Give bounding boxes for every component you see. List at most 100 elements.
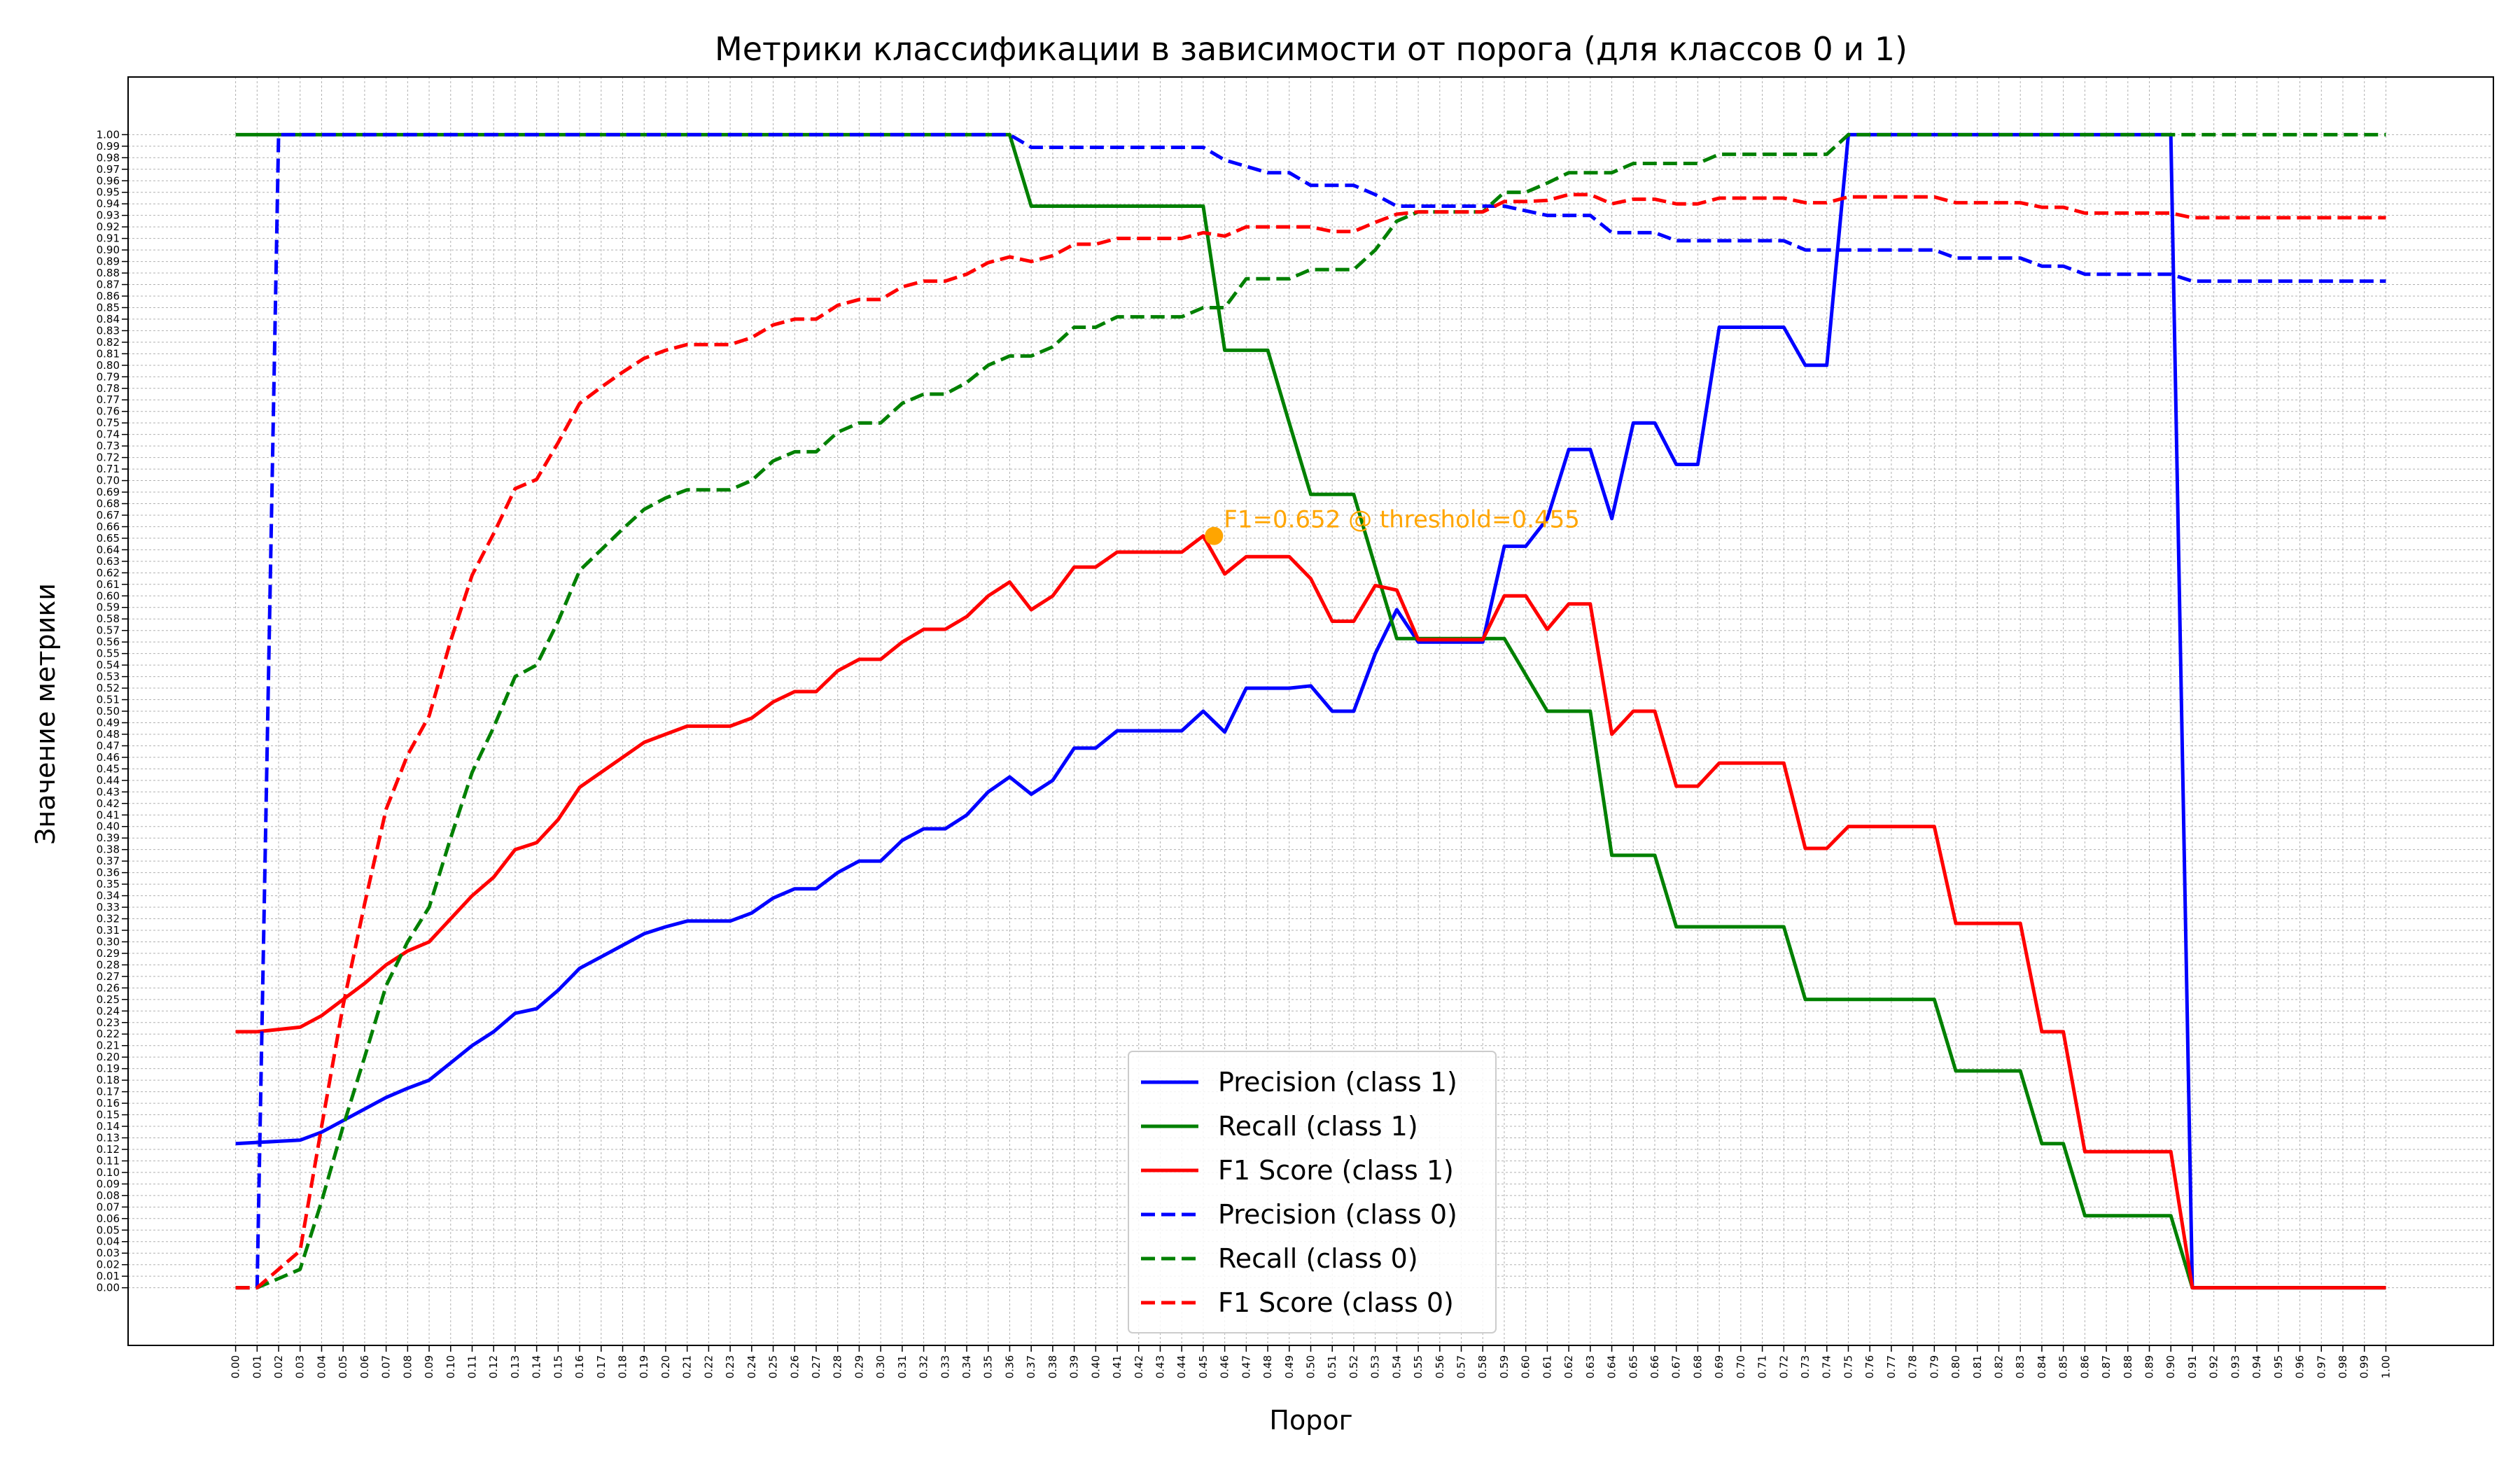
x-tick-label: 0.32 xyxy=(918,1355,930,1378)
x-tick-label: 0.45 xyxy=(1197,1355,1210,1378)
x-tick-label: 0.52 xyxy=(1348,1355,1360,1378)
y-tick-label: 0.83 xyxy=(97,324,120,337)
y-tick-label: 0.35 xyxy=(97,878,120,890)
x-tick-label: 0.67 xyxy=(1670,1355,1683,1378)
y-tick-label: 0.79 xyxy=(97,370,120,383)
series-line-5 xyxy=(235,132,2386,1290)
y-tick-label: 0.60 xyxy=(97,589,120,602)
legend-box xyxy=(1128,1051,1497,1334)
y-tick-label: 0.42 xyxy=(97,797,120,810)
x-tick-label: 0.28 xyxy=(832,1355,844,1378)
y-tick-label: 0.27 xyxy=(97,970,120,983)
x-tick-label: 0.46 xyxy=(1219,1355,1231,1378)
legend-label-4: Precision (class 0) xyxy=(1218,1199,1457,1230)
y-tick-label: 0.52 xyxy=(97,682,120,694)
y-tick-label: 0.43 xyxy=(97,785,120,798)
y-tick-label: 0.77 xyxy=(97,393,120,406)
y-tick-label: 0.31 xyxy=(97,924,120,937)
y-tick-label: 0.38 xyxy=(97,844,120,856)
x-tick-label: 0.54 xyxy=(1390,1355,1403,1378)
series-line-4 xyxy=(235,132,2386,1290)
y-tick-label: 0.46 xyxy=(97,751,120,764)
y-tick-label: 0.28 xyxy=(97,958,120,971)
x-tick-label: 0.70 xyxy=(1735,1355,1747,1378)
x-tick-label: 0.60 xyxy=(1520,1355,1532,1378)
y-tick-label: 0.94 xyxy=(97,197,120,210)
x-tick-label: 0.64 xyxy=(1606,1355,1618,1378)
y-tick-label: 0.08 xyxy=(97,1189,120,1202)
x-tick-label: 0.34 xyxy=(960,1355,973,1378)
x-tick-label: 0.35 xyxy=(982,1355,995,1378)
x-tick-label: 0.05 xyxy=(337,1355,349,1378)
y-tick-label: 0.63 xyxy=(97,555,120,568)
x-tick-label: 0.65 xyxy=(1627,1355,1639,1378)
y-tick-label: 0.88 xyxy=(97,267,120,279)
legend-label-1: Precision (class 1) xyxy=(1218,1067,1457,1098)
y-tick-label: 0.70 xyxy=(97,475,120,487)
x-tick-label: 0.91 xyxy=(2186,1355,2199,1378)
x-tick-label: 0.89 xyxy=(2143,1355,2156,1378)
x-tick-label: 0.50 xyxy=(1305,1355,1317,1378)
x-tick-label: 0.22 xyxy=(702,1355,715,1378)
x-tick-label: 0.96 xyxy=(2294,1355,2306,1378)
x-tick-label: 0.00 xyxy=(230,1355,242,1378)
x-tick-label: 0.82 xyxy=(1992,1355,2005,1378)
x-tick-label: 0.78 xyxy=(1907,1355,1919,1378)
y-tick-label: 0.44 xyxy=(97,774,120,787)
y-tick-label: 0.34 xyxy=(97,890,120,902)
x-tick-label: 0.92 xyxy=(2208,1355,2220,1378)
y-tick-label: 0.91 xyxy=(97,232,120,245)
x-tick-label: 0.53 xyxy=(1369,1355,1382,1378)
y-tick-label: 0.59 xyxy=(97,601,120,614)
y-tick-label: 0.36 xyxy=(97,867,120,879)
x-tick-label: 0.42 xyxy=(1133,1355,1145,1378)
x-tick-label: 0.62 xyxy=(1562,1355,1575,1378)
x-tick-label: 0.39 xyxy=(1068,1355,1081,1378)
y-tick-label: 0.17 xyxy=(97,1086,120,1098)
x-tick-label: 0.43 xyxy=(1154,1355,1166,1378)
y-tick-label: 0.14 xyxy=(97,1120,120,1133)
x-tick-label: 0.51 xyxy=(1326,1355,1338,1378)
y-tick-label: 1.00 xyxy=(97,128,120,141)
x-tick-label: 0.08 xyxy=(401,1355,414,1378)
y-tick-label: 0.68 xyxy=(97,497,120,510)
x-tick-label: 0.10 xyxy=(444,1355,457,1378)
legend-label-5: Recall (class 0) xyxy=(1218,1243,1418,1274)
y-tick-label: 0.65 xyxy=(97,532,120,545)
x-tick-label: 0.56 xyxy=(1434,1355,1446,1378)
y-tick-label: 0.41 xyxy=(97,808,120,821)
x-tick-label: 0.48 xyxy=(1261,1355,1274,1378)
y-tick-label: 0.76 xyxy=(97,405,120,418)
x-axis-label: Порог xyxy=(1269,1405,1352,1436)
y-tick-label: 0.49 xyxy=(97,716,120,729)
y-tick-label: 0.57 xyxy=(97,624,120,637)
y-tick-label: 0.75 xyxy=(97,416,120,429)
y-tick-label: 0.12 xyxy=(97,1143,120,1156)
y-tick-label: 0.96 xyxy=(97,174,120,187)
x-tick-label: 0.38 xyxy=(1046,1355,1059,1378)
x-tick-label: 0.68 xyxy=(1691,1355,1704,1378)
x-tick-label: 0.95 xyxy=(2272,1355,2285,1378)
y-tick-label: 0.04 xyxy=(97,1236,120,1248)
x-tick-label: 0.02 xyxy=(272,1355,285,1378)
x-tick-label: 1.00 xyxy=(2379,1355,2392,1378)
y-tick-label: 0.47 xyxy=(97,739,120,752)
x-tick-label: 0.80 xyxy=(1949,1355,1962,1378)
annotation: F1=0.652 @ threshold=0.455 xyxy=(1205,506,1580,545)
x-tick-label: 0.41 xyxy=(1111,1355,1124,1378)
x-tick-label: 0.74 xyxy=(1821,1355,1833,1378)
x-tick-label: 0.90 xyxy=(2164,1355,2177,1378)
y-tick-label: 0.93 xyxy=(97,209,120,222)
y-tick-label: 0.30 xyxy=(97,935,120,948)
x-tick-label: 0.88 xyxy=(2122,1355,2134,1378)
y-tick-label: 0.20 xyxy=(97,1051,120,1063)
x-tick-label: 0.87 xyxy=(2100,1355,2113,1378)
x-tick-label: 0.75 xyxy=(1842,1355,1854,1378)
series-line-6 xyxy=(235,192,2386,1290)
x-tick-label: 0.57 xyxy=(1455,1355,1468,1378)
y-tick-label: 0.00 xyxy=(97,1282,120,1294)
x-tick-label: 0.86 xyxy=(2078,1355,2091,1378)
x-tick-label: 0.55 xyxy=(1412,1355,1424,1378)
y-tick-label: 0.11 xyxy=(97,1154,120,1167)
